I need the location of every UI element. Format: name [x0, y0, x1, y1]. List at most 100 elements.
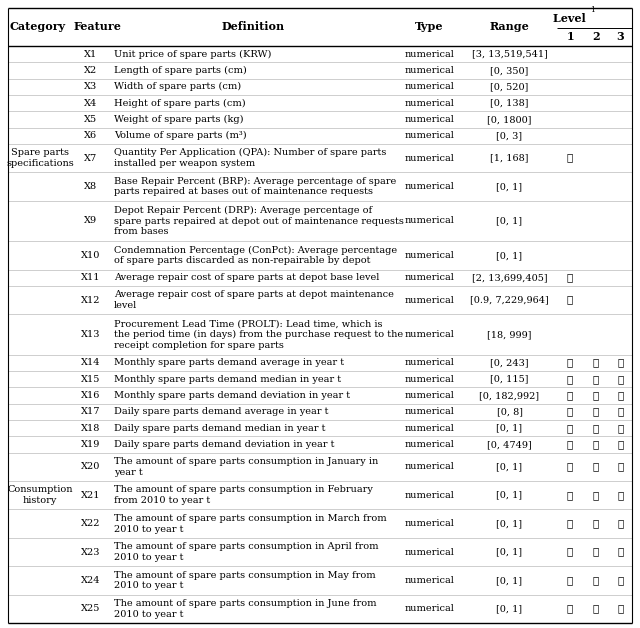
Text: Monthly spare parts demand deviation in year t: Monthly spare parts demand deviation in … [114, 391, 350, 400]
Text: X19: X19 [81, 440, 100, 449]
Text: ✓: ✓ [567, 576, 573, 585]
Text: ✓: ✓ [618, 359, 623, 367]
Text: numerical: numerical [404, 408, 454, 416]
Text: ✓: ✓ [618, 391, 623, 400]
Text: X21: X21 [81, 490, 100, 500]
Text: X2: X2 [84, 66, 98, 75]
Text: [0, 8]: [0, 8] [497, 408, 522, 416]
Text: [2, 13,699,405]: [2, 13,699,405] [472, 273, 547, 282]
Text: ✓: ✓ [593, 359, 599, 367]
Text: ✓: ✓ [618, 548, 623, 556]
Text: The amount of spare parts consumption in March from
2010 to year t: The amount of spare parts consumption in… [114, 514, 387, 534]
Text: [18, 999]: [18, 999] [487, 330, 532, 339]
Text: Spare parts
specifications: Spare parts specifications [6, 148, 74, 168]
Text: Weight of spare parts (kg): Weight of spare parts (kg) [114, 115, 243, 124]
Text: Depot Repair Percent (DRP): Average percentage of
spare parts repaired at depot : Depot Repair Percent (DRP): Average perc… [114, 205, 404, 236]
Text: ✓: ✓ [567, 296, 573, 305]
Text: Level: Level [553, 13, 589, 23]
Text: [1, 168]: [1, 168] [490, 154, 529, 163]
Text: ✓: ✓ [593, 391, 599, 400]
Text: X4: X4 [84, 99, 98, 107]
Text: [0, 350]: [0, 350] [490, 66, 529, 75]
Text: numerical: numerical [404, 50, 454, 58]
Text: ✓: ✓ [593, 548, 599, 556]
Text: [0, 1]: [0, 1] [497, 519, 523, 528]
Text: numerical: numerical [404, 462, 454, 472]
Text: 1: 1 [591, 6, 595, 14]
Text: Base Repair Percent (BRP): Average percentage of spare
parts repaired at bases o: Base Repair Percent (BRP): Average perce… [114, 176, 396, 197]
Text: [0, 520]: [0, 520] [490, 82, 529, 91]
Text: ✓: ✓ [618, 519, 623, 528]
Text: Monthly spare parts demand average in year t: Monthly spare parts demand average in ye… [114, 359, 344, 367]
Text: [0, 115]: [0, 115] [490, 375, 529, 384]
Text: ✓: ✓ [593, 519, 599, 528]
Text: [0, 1]: [0, 1] [497, 604, 523, 614]
Text: X12: X12 [81, 296, 100, 305]
Text: numerical: numerical [404, 182, 454, 191]
Text: X14: X14 [81, 359, 100, 367]
Text: [3, 13,519,541]: [3, 13,519,541] [472, 50, 547, 58]
Text: numerical: numerical [404, 440, 454, 449]
Text: ✓: ✓ [593, 462, 599, 472]
Text: Daily spare parts demand average in year t: Daily spare parts demand average in year… [114, 408, 328, 416]
Text: ✓: ✓ [567, 490, 573, 500]
Text: ✓: ✓ [567, 440, 573, 449]
Text: numerical: numerical [404, 519, 454, 528]
Text: ✓: ✓ [618, 490, 623, 500]
Text: Quantity Per Application (QPA): Number of spare parts
installed per weapon syste: Quantity Per Application (QPA): Number o… [114, 148, 387, 168]
Text: ✓: ✓ [618, 604, 623, 614]
Text: [0.9, 7,229,964]: [0.9, 7,229,964] [470, 296, 549, 305]
Text: numerical: numerical [404, 251, 454, 260]
Text: ✓: ✓ [618, 576, 623, 585]
Text: [0, 1]: [0, 1] [497, 217, 523, 225]
Text: [0, 3]: [0, 3] [497, 131, 523, 140]
Text: ✓: ✓ [618, 424, 623, 433]
Text: X25: X25 [81, 604, 100, 614]
Text: ✓: ✓ [593, 408, 599, 416]
Text: numerical: numerical [404, 217, 454, 225]
Text: Range: Range [490, 21, 529, 33]
Text: ✓: ✓ [593, 440, 599, 449]
Text: X22: X22 [81, 519, 100, 528]
Text: ✓: ✓ [567, 154, 573, 163]
Text: X15: X15 [81, 375, 100, 384]
Text: X10: X10 [81, 251, 100, 260]
Text: The amount of spare parts consumption in January in
year t: The amount of spare parts consumption in… [114, 457, 378, 477]
Text: [0, 182,992]: [0, 182,992] [479, 391, 540, 400]
Text: ✓: ✓ [593, 490, 599, 500]
Text: X23: X23 [81, 548, 100, 556]
Text: [0, 243]: [0, 243] [490, 359, 529, 367]
Text: Daily spare parts demand deviation in year t: Daily spare parts demand deviation in ye… [114, 440, 335, 449]
Text: ✓: ✓ [567, 359, 573, 367]
Text: The amount of spare parts consumption in June from
2010 to year t: The amount of spare parts consumption in… [114, 599, 376, 619]
Text: X1: X1 [84, 50, 98, 58]
Text: Definition: Definition [222, 21, 285, 33]
Text: [0, 4749]: [0, 4749] [487, 440, 532, 449]
Text: numerical: numerical [404, 548, 454, 556]
Text: numerical: numerical [404, 604, 454, 614]
Text: ✓: ✓ [567, 519, 573, 528]
Text: [0, 1]: [0, 1] [497, 251, 523, 260]
Text: ✓: ✓ [593, 424, 599, 433]
Text: ✓: ✓ [593, 604, 599, 614]
Text: numerical: numerical [404, 490, 454, 500]
Text: numerical: numerical [404, 66, 454, 75]
Text: X17: X17 [81, 408, 100, 416]
Text: [0, 138]: [0, 138] [490, 99, 529, 107]
Text: X5: X5 [84, 115, 97, 124]
Text: X18: X18 [81, 424, 100, 433]
Text: numerical: numerical [404, 359, 454, 367]
Text: ✓: ✓ [618, 375, 623, 384]
Text: ✓: ✓ [618, 440, 623, 449]
Text: Volume of spare parts (m³): Volume of spare parts (m³) [114, 131, 246, 140]
Text: Length of spare parts (cm): Length of spare parts (cm) [114, 66, 247, 75]
Text: [0, 1]: [0, 1] [497, 576, 523, 585]
Text: 3: 3 [616, 31, 625, 43]
Text: X6: X6 [84, 131, 97, 140]
Text: numerical: numerical [404, 99, 454, 107]
Text: Height of spare parts (cm): Height of spare parts (cm) [114, 99, 246, 107]
Text: Unit price of spare parts (KRW): Unit price of spare parts (KRW) [114, 50, 271, 59]
Text: [0, 1]: [0, 1] [497, 424, 523, 433]
Text: numerical: numerical [404, 391, 454, 400]
Text: numerical: numerical [404, 131, 454, 140]
